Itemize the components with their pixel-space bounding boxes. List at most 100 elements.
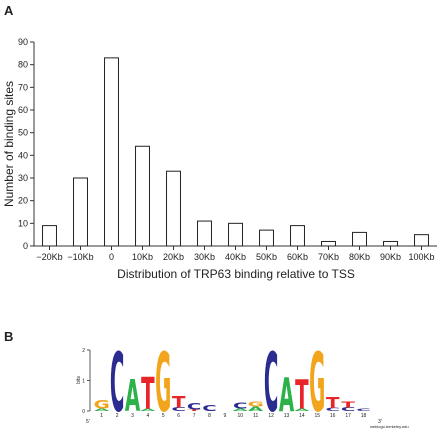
logo-position-label: 12 <box>268 413 274 419</box>
x-tick-label: 70Kb <box>318 252 339 262</box>
bar <box>104 57 119 247</box>
y-tick-label: 0 <box>23 241 28 251</box>
logo-position-label: 8 <box>208 413 211 419</box>
logo-letter-C: C <box>341 407 356 413</box>
logo-y-axis-title: bits <box>76 376 82 384</box>
bar <box>73 177 88 247</box>
logo-position-label: 15 <box>315 413 321 419</box>
bar <box>414 234 429 247</box>
x-tick-label: 90Kb <box>380 252 401 262</box>
logo-position-label: 7 <box>193 413 196 419</box>
logo-letter-A: A <box>233 408 248 412</box>
logo-stack-group: AG C A AT G CT TC C AC AG C A AT G CT CTC <box>94 335 371 430</box>
logo-letter-G: G <box>155 335 171 430</box>
bar <box>321 240 336 247</box>
x-tick-label: 10Kb <box>132 252 153 262</box>
y-tick-label: 30 <box>18 173 28 183</box>
x-tick-label: 50Kb <box>256 252 277 262</box>
logo-letter-T: T <box>187 409 201 411</box>
logo-position-group: 1 2 3 4 5 6 7 8 9 10 11 12 13 14 15 16 17 18 <box>100 413 366 419</box>
y-axis-title: Number of binding sites <box>2 81 16 207</box>
x-tick-label: 20Kb <box>163 252 184 262</box>
logo-position-label: 10 <box>238 413 244 419</box>
logo-y-tick-label: 1 <box>82 379 85 385</box>
logo-position-label: 18 <box>361 413 367 419</box>
logo-letter-T: T <box>141 369 155 421</box>
logo-letter-C: C <box>171 407 186 413</box>
x-tick-label: −10Kb <box>67 252 93 262</box>
x-tick-label: 0 <box>109 252 114 262</box>
logo-position-label: 16 <box>330 413 336 419</box>
logo-letter-A: A <box>140 408 155 412</box>
panel-label-b: B <box>4 329 13 344</box>
logo-position-label: 5 <box>162 413 165 419</box>
bar <box>197 220 212 247</box>
logo-letter-C: C <box>202 404 216 413</box>
logo-letter-T: T <box>326 395 340 412</box>
logo-letter-A: A <box>125 371 141 423</box>
bar-group <box>42 57 429 247</box>
y-tick-label: 90 <box>18 37 28 47</box>
y-tick-group: 0 10 20 30 40 50 60 70 80 90 <box>18 37 34 251</box>
logo-letter-C: C <box>187 401 202 412</box>
x-tick-label: 40Kb <box>225 252 246 262</box>
x-axis-title: Distribution of TRP63 binding relative t… <box>117 267 355 281</box>
bar <box>42 225 57 247</box>
logo-letter-G: G <box>248 401 264 409</box>
logo-position-label: 17 <box>345 413 351 419</box>
logo-position-label: 4 <box>147 413 150 419</box>
x-tick-label: 30Kb <box>194 252 215 262</box>
logo-letter-G: G <box>309 335 325 430</box>
logo-letter-T: T <box>172 393 186 412</box>
logo-letter-C: C <box>110 335 125 430</box>
bar <box>166 170 181 247</box>
x-tick-label: 60Kb <box>287 252 308 262</box>
logo-position-label: 3 <box>131 413 134 419</box>
x-tick-label: 80Kb <box>349 252 370 262</box>
logo-letter-G: G <box>94 398 110 412</box>
logo-position-label: 2 <box>116 413 119 419</box>
logo-position-label: 11 <box>253 413 258 419</box>
panel-label-a: A <box>4 3 14 18</box>
bar-chart: 0 10 20 30 40 50 60 70 80 90 −20Kb −10Kb 0 10Kb 20Kb 3… <box>2 37 437 281</box>
bar <box>259 229 274 247</box>
logo-y-tick-label: 0 <box>82 409 85 415</box>
logo-position-label: 1 <box>100 413 103 419</box>
bar <box>135 145 150 247</box>
y-tick-label: 10 <box>18 218 28 228</box>
logo-letter-A: A <box>279 369 295 422</box>
bar <box>290 225 305 247</box>
y-tick-label: 80 <box>18 60 28 70</box>
logo-y-tick-label: 2 <box>82 348 85 354</box>
logo-letter-A: A <box>294 408 309 412</box>
logo-letter-C: C <box>233 402 247 411</box>
logo-letter-T: T <box>295 373 309 419</box>
bar <box>228 222 243 247</box>
logo-y-tick-group: 0 1 2 <box>82 348 90 415</box>
logo-letter-T: T <box>341 400 356 409</box>
bar <box>352 231 367 247</box>
bar <box>383 240 398 247</box>
y-tick-label: 50 <box>18 128 28 138</box>
y-tick-label: 70 <box>18 82 28 92</box>
logo-start-label: 5' <box>86 419 90 425</box>
x-tick-group: −20Kb −10Kb 0 10Kb 20Kb 30Kb 40Kb 50Kb 60Kb 70Kb 8… <box>36 246 435 262</box>
logo-letter-C: C <box>264 335 279 430</box>
logo-letter-A: A <box>94 408 109 412</box>
logo-letter-A: A <box>248 406 264 413</box>
logo-position-label: 6 <box>177 413 180 419</box>
logo-position-label: 9 <box>224 413 227 419</box>
x-tick-label: 100Kb <box>408 252 434 262</box>
logo-position-label: 13 <box>284 413 290 419</box>
y-tick-label: 40 <box>18 150 28 160</box>
y-tick-label: 60 <box>18 105 28 115</box>
logo-credit: weblogo.berkeley.edu <box>370 424 409 429</box>
logo-letter-C: C <box>356 408 370 412</box>
y-tick-label: 20 <box>18 196 28 206</box>
logo-position-label: 14 <box>299 413 305 419</box>
logo-end-label: 3' <box>378 419 382 425</box>
x-tick-label: −20Kb <box>36 252 62 262</box>
logo-letter-C: C <box>325 407 340 412</box>
